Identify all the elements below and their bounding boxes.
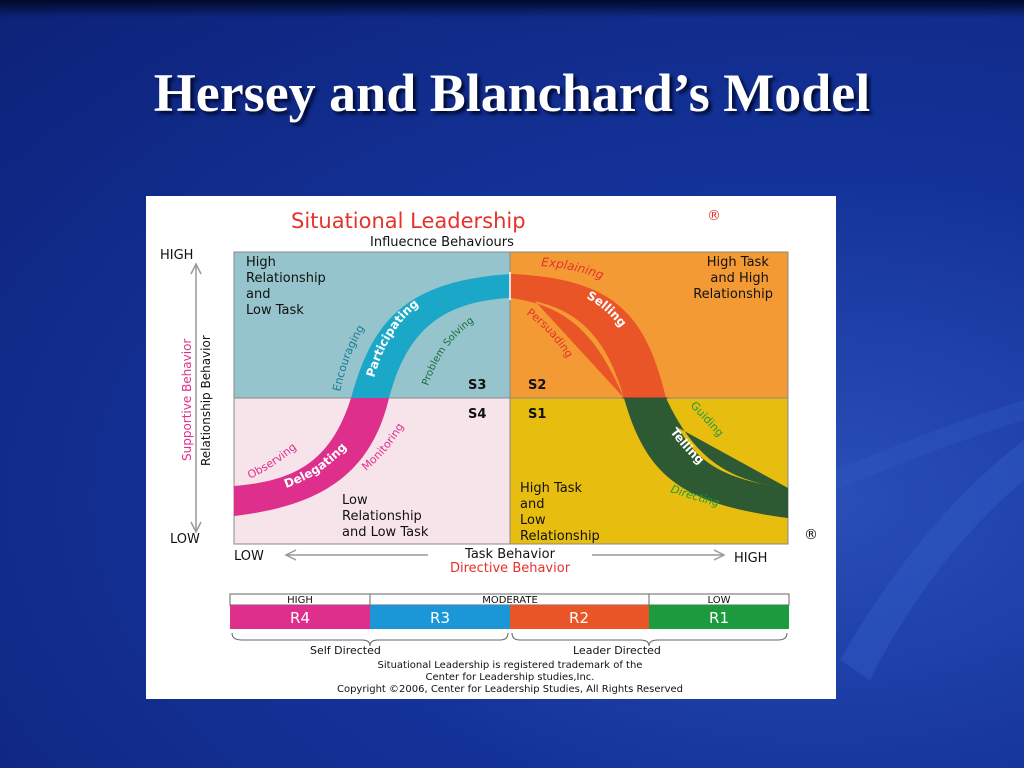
brace-leader-directed xyxy=(511,632,788,647)
label-self-directed: Self Directed xyxy=(310,644,381,657)
quadrant-label-bottom-left: Low Relationship and Low Task xyxy=(342,493,429,540)
y-axis-arrow-up xyxy=(190,262,202,275)
x-axis-arrow-left xyxy=(284,549,297,561)
readiness-code-r3: R3 xyxy=(430,609,450,627)
readiness-header-low: LOW xyxy=(708,595,731,606)
curve-band-s4 xyxy=(234,398,389,516)
style-code-s3: S3 xyxy=(468,378,486,393)
x-axis-arrow-right xyxy=(713,549,726,561)
registered-mark-title: ® xyxy=(707,208,721,224)
style-code-s1: S1 xyxy=(528,407,546,422)
diagram-subtitle: Influecnce Behaviours xyxy=(370,235,514,250)
x-axis-label-bg xyxy=(428,546,592,560)
y-axis-low-label: LOW xyxy=(170,532,200,547)
readiness-cell-r2 xyxy=(510,605,649,629)
registered-mark-side: ® xyxy=(804,527,818,543)
x-axis-label-directive: Directive Behavior xyxy=(450,561,571,576)
readiness-cell-r3 xyxy=(370,605,510,629)
readiness-cell-r1 xyxy=(649,605,789,629)
slide-title: Hersey and Blanchard’s Model xyxy=(153,63,871,123)
top-shadow-bar xyxy=(0,0,1024,18)
curve-band-s3 xyxy=(351,274,510,398)
x-axis-label-task: Task Behavior xyxy=(464,547,556,562)
curve-band-s2-fill xyxy=(510,274,666,398)
readiness-code-r1: R1 xyxy=(709,609,729,627)
footer-center-line: Center for Leadership studies,Inc. xyxy=(425,672,594,683)
readiness-header-moderate: MODERATE xyxy=(482,595,538,606)
diagram-title: Situational Leadership xyxy=(291,209,526,233)
readiness-header-high: HIGH xyxy=(287,595,313,606)
quadrant-label-top-left: High Relationship and Low Task xyxy=(246,255,330,318)
quadrant-label-top-right: High Task and High Relationship xyxy=(693,255,773,302)
y-axis-arrow-down xyxy=(190,521,202,534)
x-axis-high-label: HIGH xyxy=(734,551,767,566)
readiness-code-r2: R2 xyxy=(569,609,589,627)
label-leader-directed: Leader Directed xyxy=(573,644,661,657)
footer-trademark-line: Situational Leadership is registered tra… xyxy=(378,660,643,671)
quadrant-label-bottom-right: High Task and Low Relationship xyxy=(520,481,600,544)
readiness-code-r4: R4 xyxy=(290,609,310,627)
y-axis-label-relationship: Relationship Behavior xyxy=(199,335,213,466)
x-axis-low-label: LOW xyxy=(234,549,264,564)
situational-leadership-diagram: Situational Leadership ® Influecnce Beha… xyxy=(146,196,836,699)
readiness-cell-r4 xyxy=(230,605,370,629)
style-code-s4: S4 xyxy=(468,407,486,422)
footer-copyright-line: Copyright ©2006, Center for Leadership S… xyxy=(337,684,683,695)
brace-self-directed xyxy=(231,632,509,647)
curve-band-s1-fill xyxy=(624,398,788,518)
y-axis-high-label: HIGH xyxy=(160,248,193,263)
style-code-s2: S2 xyxy=(528,378,546,393)
y-axis-label-supportive: Supportive Behavior xyxy=(180,339,194,461)
